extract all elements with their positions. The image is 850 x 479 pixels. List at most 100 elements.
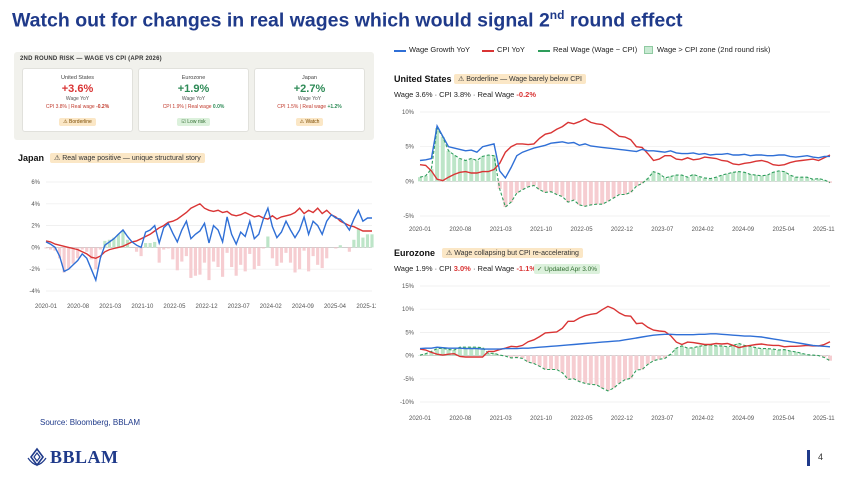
real-wage-bar [526,181,531,187]
wage-growth-line [419,123,830,180]
real-wage-bar [662,177,667,182]
real-wage-bar [657,355,662,360]
us-chart-title: United States [394,74,452,84]
real-wage-bar [435,348,440,356]
bblam-logo: BBLAM [26,446,146,470]
real-wage-bar [370,234,374,248]
real-wage-bar [548,181,553,192]
page-number: 4 [818,452,824,462]
real-wage-line [419,126,831,208]
real-wage-bar [531,355,536,364]
us-chart-panel: United States ⚠ Borderline — Wage barely… [390,70,842,238]
real-wage-bar [234,247,238,276]
real-wage-bar [702,177,707,182]
legend-label: Real Wage (Wage − CPI) [553,45,638,54]
x-tick-label: 2022-05 [571,416,594,422]
real-wage-bar [600,355,605,389]
y-tick-label: 6% [31,180,40,186]
x-tick-label: 2025-04 [324,304,347,310]
real-wage-bar [759,348,764,356]
x-tick-label: 2022-12 [196,304,219,310]
real-wage-bar [216,247,220,268]
real-wage-bar [805,354,810,356]
legend-label: Wage Growth YoY [409,45,471,54]
real-wage-bar [725,346,730,356]
real-wage-bar [457,158,462,182]
japan-chart-panel: Japan ⚠ Real wage positive — unique stru… [14,148,376,320]
real-wage-bar [531,181,536,186]
real-wage-bar [554,355,559,370]
real-wage-bar [514,355,519,358]
real-wage-bar [771,349,776,356]
real-wage-bar [674,348,679,356]
real-wage-bar [628,355,633,379]
x-tick-label: 2022-12 [611,227,634,233]
real-wage-bar [668,176,673,182]
x-tick-label: 2022-12 [611,416,634,422]
real-wage-bar [736,343,741,356]
real-wage-bar [257,247,261,266]
real-wage-bar [440,348,445,356]
logo-text: BBLAM [50,447,119,467]
real-wage-bar [162,247,166,250]
warning-icon: ⚠ [446,250,455,257]
slide-title: Watch out for changes in real wages whic… [12,8,683,32]
real-wage-bar [80,247,84,250]
real-wage-bar [765,348,770,356]
real-wage-bar [725,173,730,182]
real-wage-bar [828,355,832,361]
real-wage-bar [537,355,542,367]
page-number-bar [807,450,810,466]
real-wage-bar [53,247,57,251]
y-tick-label: 0% [31,245,40,251]
real-wage-bar [577,181,582,205]
risk-card-region: Japan [302,75,317,81]
real-wage-bar [697,176,702,182]
cpi-line [45,202,372,260]
real-wage-bar [691,347,696,356]
real-wage-bar [765,175,770,182]
y-tick-label: 5% [405,145,414,151]
real-wage-bar [44,247,48,249]
real-wage-bar [207,247,211,281]
risk-card-sublabel: Wage YoY [181,96,206,102]
x-tick-label: 2023-07 [228,304,251,310]
real-wage-bar [302,247,306,251]
real-wage-bar [753,347,758,356]
wage-growth-line [419,333,831,350]
real-wage-bar [816,178,821,182]
real-wage-bar [134,247,139,252]
real-wage-bar [107,239,111,248]
real-wage-bar [685,348,690,356]
legend-label: CPI YoY [497,45,525,54]
real-wage-bar [486,353,491,356]
real-wage-bar [293,247,297,273]
x-tick-label: 2024-09 [292,304,315,310]
real-wage-bar [266,236,270,248]
real-wage-bar [334,247,338,249]
risk-summary-panel: 2ND ROUND RISK — WAGE VS CPI (APR 2026) … [14,52,374,140]
real-wage-bar [338,245,342,248]
real-wage-bar [225,247,229,253]
real-wage-bar [62,247,66,273]
y-tick-label: 10% [402,110,415,116]
risk-card-badge: ☑ Low risk [177,118,210,126]
real-wage-bar [311,247,315,257]
real-wage-bar [288,247,293,263]
risk-card-detail: CPI 1.5% | Real wage +1.2% [277,104,342,110]
real-wage-bar [776,350,781,356]
real-wage-bar [702,345,707,356]
real-wage-bar [157,247,161,263]
real-wage-bar [230,247,234,268]
x-tick-label: 2023-07 [651,416,674,422]
real-wage-bar [121,231,125,248]
x-tick-label: 2025-11 [356,304,376,310]
risk-card-sublabel: Wage YoY [65,96,90,102]
real-wage-bar [719,175,724,182]
real-wage-bar [583,181,588,207]
real-wage-bar [611,181,616,198]
y-tick-label: 2% [31,224,40,230]
real-wage-bar [452,350,457,356]
real-wage-bar [605,181,610,202]
risk-panel-header: 2ND ROUND RISK — WAGE VS CPI (APR 2026) [20,56,162,62]
